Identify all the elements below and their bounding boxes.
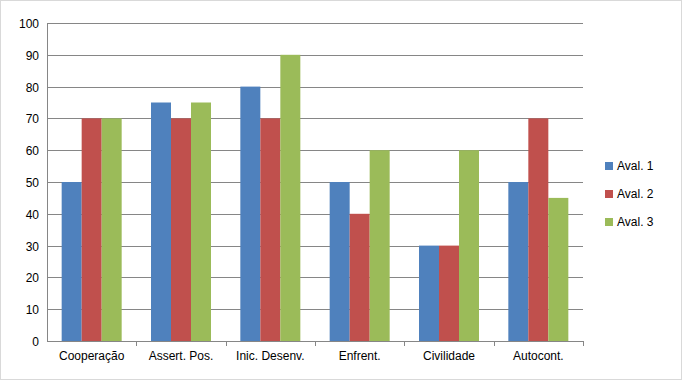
grid-line (47, 246, 583, 247)
chart: 0 10 20 30 40 50 60 70 80 90 100 Cooperação Assert. … (0, 0, 682, 380)
grid-line (47, 150, 583, 151)
bar (260, 118, 280, 341)
x-tick (404, 341, 405, 346)
grid-line (47, 309, 583, 310)
legend-swatch (605, 190, 613, 198)
bar (102, 118, 122, 341)
y-tick-label: 90 (26, 49, 40, 63)
grid-line (47, 182, 583, 183)
legend-label: Aval. 3 (617, 215, 654, 229)
x-tick-label: Enfrent. (339, 349, 381, 363)
bar (151, 103, 171, 342)
grid-line (47, 87, 583, 88)
grid-line (47, 55, 583, 56)
legend: Aval. 1 Aval. 2 Aval. 3 (605, 159, 654, 229)
legend-label: Aval. 2 (617, 187, 654, 201)
bar (370, 150, 390, 341)
bar (191, 103, 211, 342)
y-tick-label: 80 (26, 81, 40, 95)
x-tick-label: Civilidade (423, 349, 475, 363)
y-tick-label: 100 (19, 17, 39, 31)
x-tick-label: Assert. Pos. (149, 349, 214, 363)
y-tick-label: 20 (26, 271, 40, 285)
grid-line (47, 214, 583, 215)
y-tick-label: 50 (26, 176, 40, 190)
x-tick (136, 341, 137, 346)
bar (330, 182, 350, 341)
bar (280, 55, 300, 341)
y-tick-label: 40 (26, 208, 40, 222)
y-tick-label: 60 (26, 144, 40, 158)
grid-line (47, 277, 583, 278)
x-tick-label: Cooperação (59, 349, 125, 363)
bar (439, 246, 459, 341)
legend-swatch (605, 162, 613, 170)
bar (171, 118, 191, 341)
bar (548, 198, 568, 341)
bar (508, 182, 528, 341)
grid-line (47, 23, 583, 24)
chart-border (1, 1, 682, 380)
y-tick-label: 30 (26, 240, 40, 254)
x-tick-label: Inic. Desenv. (236, 349, 304, 363)
grid-line (47, 118, 583, 119)
grid (47, 24, 583, 342)
bar (459, 150, 479, 341)
x-tick-label: Autocont. (513, 349, 564, 363)
y-tick-label: 10 (26, 303, 40, 317)
x-tick (494, 341, 495, 346)
y-tick-label: 0 (32, 335, 39, 349)
bars (62, 55, 569, 341)
bar (528, 118, 548, 341)
legend-swatch (605, 218, 613, 226)
bar (62, 182, 82, 341)
bar (350, 214, 370, 341)
bar (82, 118, 102, 341)
y-tick-label: 70 (26, 112, 40, 126)
bar (240, 87, 260, 341)
x-tick (226, 341, 227, 346)
x-tick (315, 341, 316, 346)
legend-label: Aval. 1 (617, 159, 654, 173)
bar (419, 246, 439, 341)
y-axis (47, 23, 48, 341)
x-tick (583, 341, 584, 346)
